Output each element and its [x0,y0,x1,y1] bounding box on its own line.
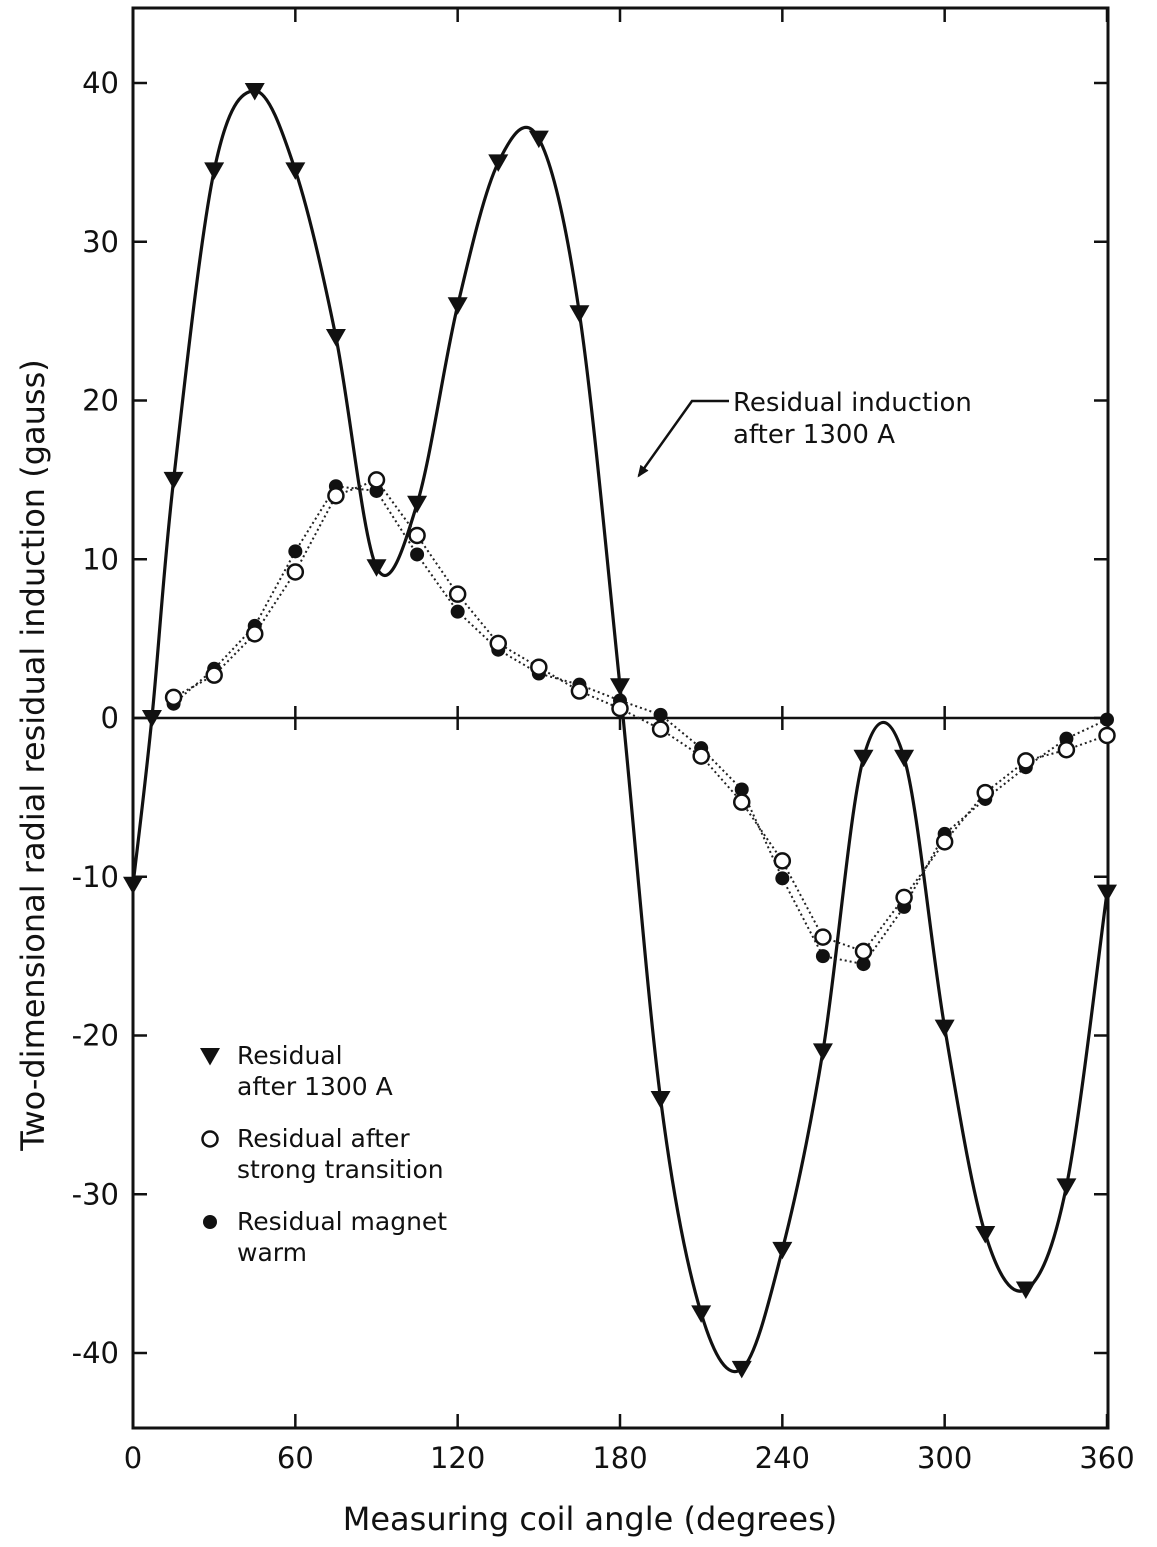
data-point-series-2 [734,782,749,797]
data-point-series-1 [773,852,792,870]
data-point-series-1 [530,658,548,676]
data-point-series-0 [163,471,184,490]
x-tick-label: 360 [1079,1441,1134,1475]
data-point-series-0 [447,297,468,315]
x-tick-label: 240 [755,1441,810,1475]
data-point-series-2 [815,949,830,964]
data-point-series-0 [853,749,874,768]
data-point-series-1 [611,699,629,718]
y-tick-label: 40 [82,66,119,100]
x-tick-label: 0 [124,1441,142,1475]
data-point-series-0 [123,876,143,895]
data-point-series-1 [1017,752,1035,770]
data-point-series-1 [651,720,670,738]
x-tick-label: 60 [277,1441,314,1475]
data-point-series-2 [856,957,871,972]
data-point-series-0 [650,1091,671,1109]
data-point-series-0 [1015,1281,1036,1299]
legend-label: Residual magnet [237,1207,447,1236]
data-point-series-0 [407,495,428,514]
x-tick-label: 120 [430,1441,485,1475]
series-line-0 [131,89,1109,1374]
data-point-series-1 [367,471,386,489]
data-point-series-0 [244,82,265,101]
y-tick-label: 30 [82,225,119,259]
data-point-series-0 [1056,1178,1077,1196]
data-point-series-0 [325,329,346,347]
y-tick-label: -10 [72,860,119,894]
x-axis-title: Measuring coil angle (degrees) [343,1500,838,1538]
legend-label: after 1300 A [237,1072,393,1101]
data-point-series-1 [164,688,183,707]
data-point-series-0 [610,678,630,696]
annotation-text: Residual induction [733,388,972,418]
data-point-series-0 [528,130,549,149]
data-markers [123,82,1117,1379]
y-tick-label: 10 [82,542,119,576]
data-point-series-0 [488,154,509,172]
data-point-series-2 [410,547,425,562]
data-point-series-0 [934,1019,955,1038]
data-point-series-2 [288,544,303,559]
data-point-series-0 [894,749,915,768]
data-point-series-1 [854,942,873,961]
y-tick-label: -20 [72,1019,119,1053]
y-axis-title: Two-dimensional radial residual inductio… [14,359,52,1152]
legend-marker [201,1130,219,1148]
data-point-series-0 [204,162,225,180]
y-tick-label: 0 [101,701,119,735]
legend-marker [200,1048,220,1066]
data-point-series-0 [691,1305,712,1323]
y-tick-label: 20 [82,384,119,418]
x-tick-label: 180 [592,1441,647,1475]
annotation-text: after 1300 A [733,420,895,450]
annotation-arrow [637,399,729,478]
legend-label: Residual [237,1041,343,1070]
data-point-series-1 [1057,741,1076,759]
data-point-series-2 [653,707,668,722]
data-point-series-1 [408,526,426,545]
data-point-series-0 [1097,884,1117,903]
series-line-1 [173,478,1108,953]
data-point-series-1 [246,625,264,643]
data-point-series-1 [327,487,345,505]
y-tick-label: -30 [72,1177,119,1211]
y-tick-label: -40 [72,1336,119,1370]
data-point-series-1 [205,666,223,684]
data-point-series-1 [286,563,305,581]
data-point-series-1 [733,793,751,811]
data-point-series-1 [692,747,710,765]
data-point-series-0 [366,559,387,577]
data-point-series-2 [450,604,465,619]
axis-ticks: 0 60 120 180 240 300 360 40 30 20 10 0 -10 -20 -30 -40 [72,8,1135,1475]
legend-label: strong transition [237,1155,444,1184]
data-point-series-1 [935,833,954,851]
data-point-series-1 [448,585,467,603]
data-point-series-1 [976,783,994,802]
data-point-series-0 [285,162,306,180]
data-point-series-0 [569,305,590,323]
data-point-series-0 [141,710,162,728]
data-point-series-0 [975,1225,996,1244]
data-point-series-0 [812,1043,833,1061]
x-tick-label: 300 [917,1441,972,1475]
data-point-series-2 [775,871,790,886]
data-point-series-2 [1100,712,1114,727]
data-point-series-0 [731,1360,752,1379]
legend-marker [203,1215,217,1229]
data-point-series-1 [1098,726,1116,745]
legend-label: Residual after [237,1124,410,1153]
data-point-series-1 [895,888,913,907]
legend-label: warm [237,1238,307,1267]
data-point-series-1 [489,634,507,653]
data-point-series-1 [814,928,832,946]
data-point-series-1 [570,682,589,700]
data-point-series-0 [772,1241,793,1260]
